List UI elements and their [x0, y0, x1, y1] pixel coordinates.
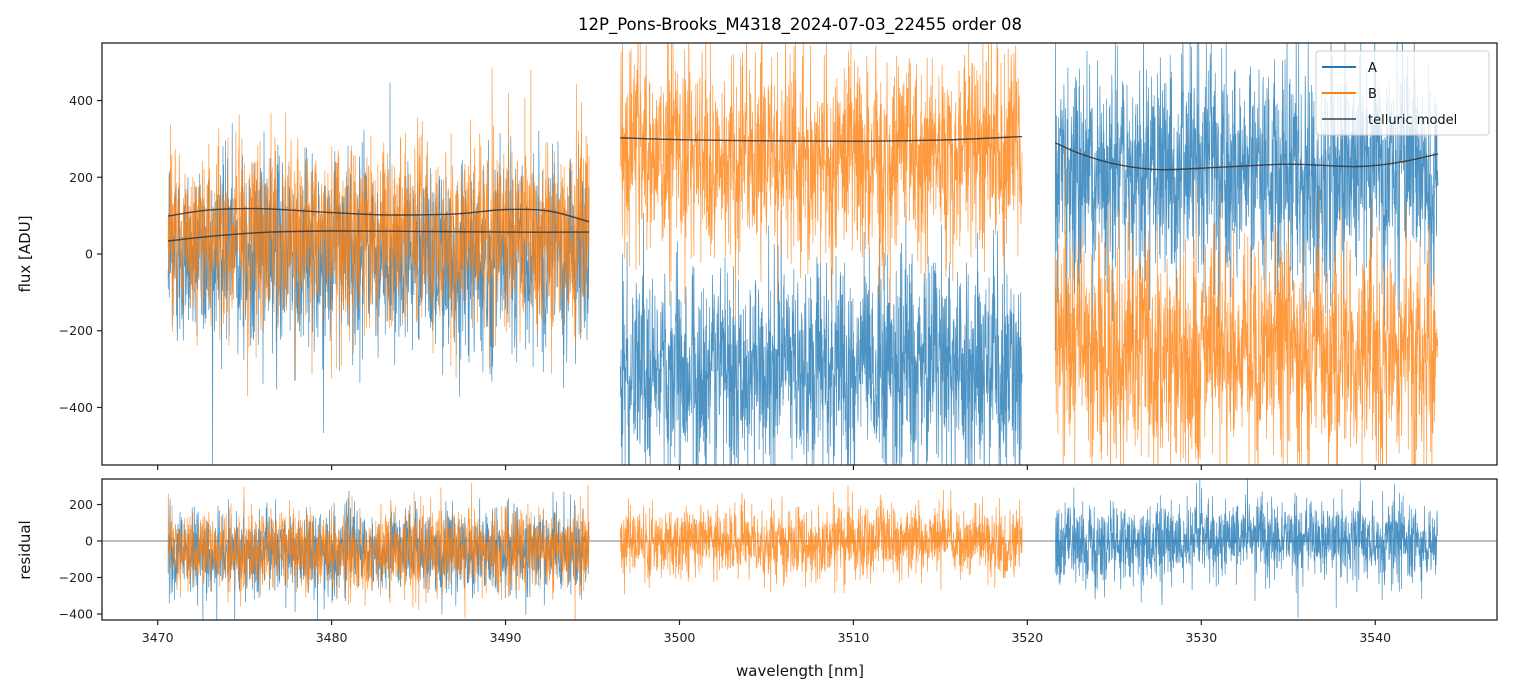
legend-label-telluric: telluric model	[1368, 113, 1457, 128]
x-tick-label: 3470	[142, 630, 174, 645]
series-a-segment-2	[1054, 43, 1439, 358]
series-b-segment-2	[1054, 141, 1439, 465]
residual-panel: 3470 3480 3490 3500 3510 3520 3530 3540 −400 −20…	[16, 478, 1498, 680]
chart-title: 12P_Pons-Brooks_M4318_2024-07-03_22455 o…	[578, 15, 1022, 35]
series-b-segment-1	[619, 485, 1023, 595]
flux-x-ticks	[157, 465, 1376, 470]
y-tick-label: 200	[69, 170, 93, 185]
x-tick-label: 3530	[1185, 630, 1217, 645]
y-tick-label: −400	[59, 400, 93, 415]
x-tick-label: 3520	[1011, 630, 1043, 645]
legend-label-b: B	[1368, 87, 1377, 102]
series-b-segment-1	[619, 43, 1023, 321]
flux-y-axis-label: flux [ADU]	[16, 215, 34, 292]
residual-plot-area	[102, 479, 1497, 620]
residual-y-axis-label: residual	[16, 520, 34, 579]
series-b-segment-0	[167, 67, 590, 396]
y-tick-label: 400	[69, 93, 93, 108]
telluric-model-curve-3	[1054, 142, 1439, 171]
x-tick-label: 3540	[1359, 630, 1391, 645]
series-b-segment-0	[167, 482, 590, 620]
flux-y-ticks: −400 −200 0 200 400	[59, 93, 102, 415]
telluric-model-curve-1	[168, 230, 590, 242]
series-a-segment-1	[619, 202, 1023, 465]
residual-x-ticks: 3470 3480 3490 3500 3510 3520 3530 3540	[142, 620, 1391, 645]
residual-y-ticks: −400 −200 0 200	[59, 497, 102, 621]
y-tick-label: −200	[59, 570, 93, 585]
telluric-model-curve-2	[620, 135, 1023, 142]
y-tick-label: −200	[59, 323, 93, 338]
y-tick-label: 0	[85, 247, 93, 262]
legend-box	[1315, 50, 1490, 136]
residual-axes-frame	[101, 478, 1498, 621]
x-tick-label: 3500	[664, 630, 696, 645]
legend-label-a: A	[1368, 61, 1377, 76]
y-tick-label: −400	[59, 606, 93, 621]
x-axis-label: wavelength [nm]	[736, 662, 864, 680]
legend: A B telluric model	[1315, 50, 1490, 136]
series-a-segment-1	[1054, 479, 1439, 618]
x-tick-label: 3510	[838, 630, 870, 645]
y-tick-label: 200	[69, 497, 93, 512]
x-tick-label: 3480	[316, 630, 348, 645]
flux-plot-area	[167, 43, 1439, 465]
x-tick-label: 3490	[490, 630, 522, 645]
telluric-model-curve-0	[167, 207, 590, 223]
flux-panel: −400 −200 0 200 400 flux [ADU] A B telluric …	[16, 42, 1498, 470]
y-tick-label: 0	[85, 534, 93, 549]
